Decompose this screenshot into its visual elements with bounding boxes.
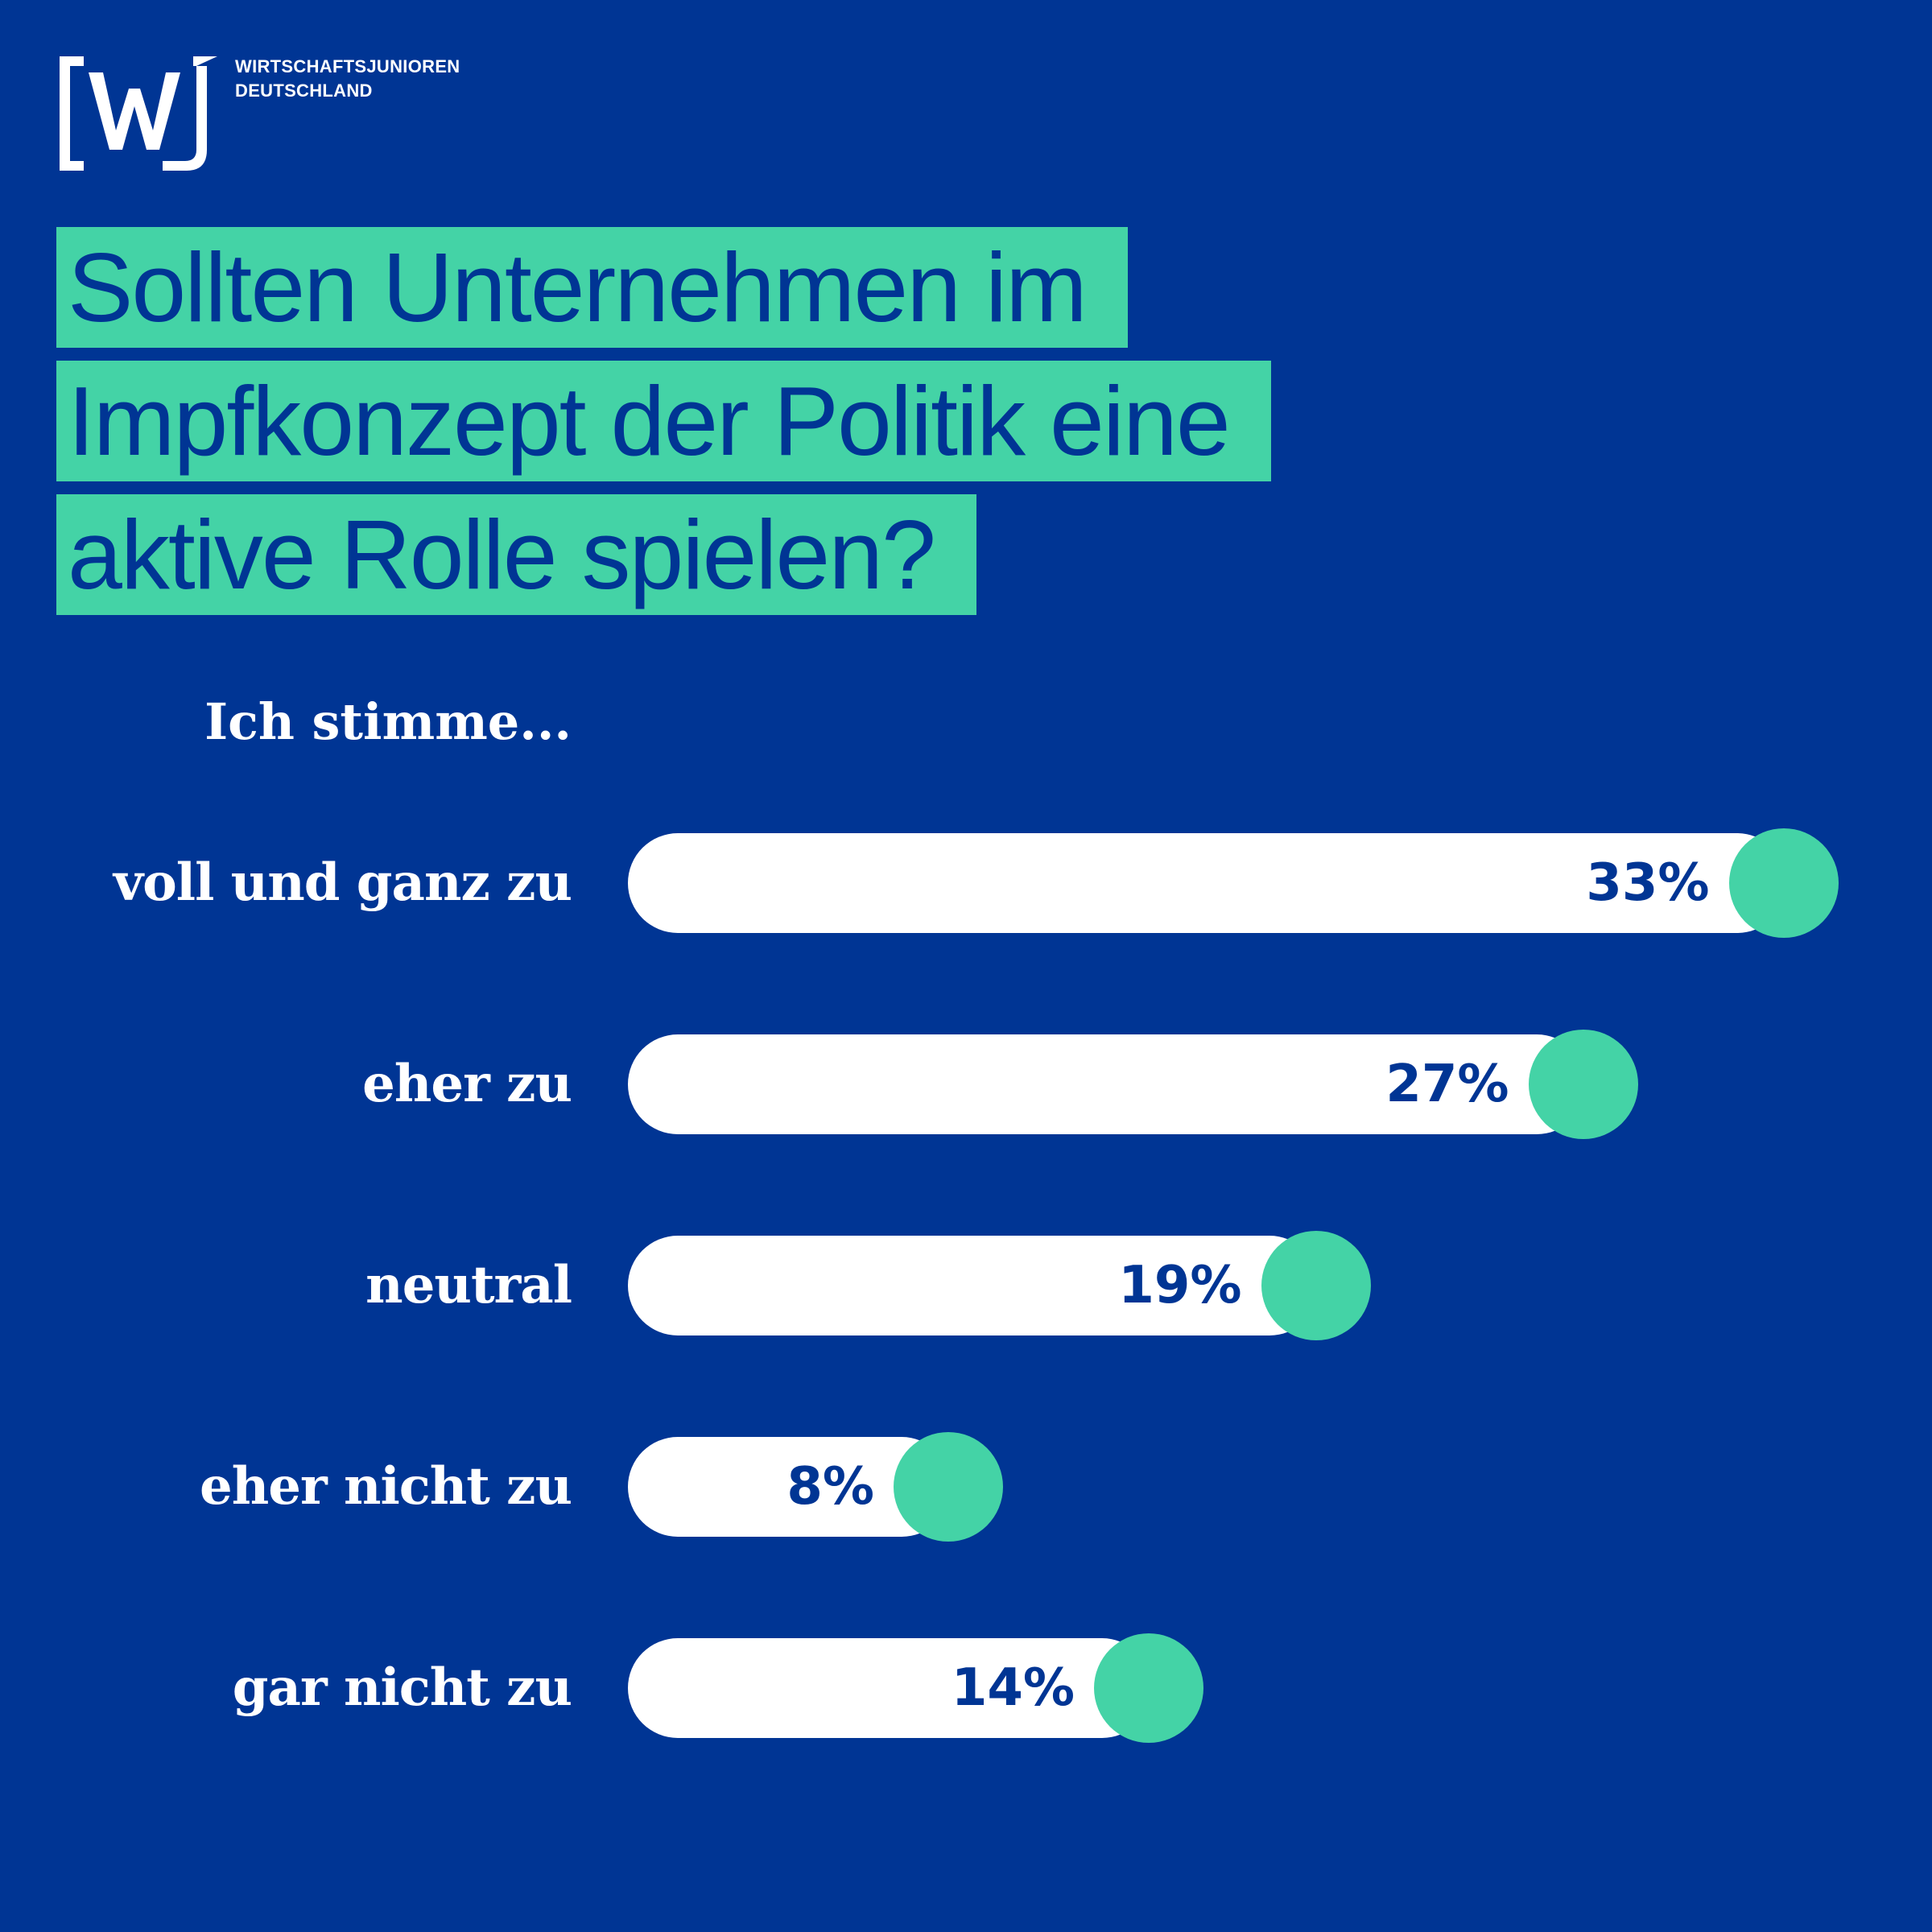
brand-name: WIRTSCHAFTSJUNIOREN DEUTSCHLAND	[235, 55, 460, 103]
bar-row: gar nicht zu 14%	[0, 1633, 1932, 1743]
category-label: eher zu	[362, 1054, 572, 1114]
bar-end-dot	[894, 1432, 1003, 1542]
bar-row: eher nicht zu 8%	[0, 1432, 1932, 1542]
category-label: eher nicht zu	[199, 1456, 572, 1517]
title-line-2: Impfkonzept der Politik eine	[56, 361, 1271, 494]
bar	[628, 1034, 1587, 1134]
brand-logo: WIRTSCHAFTSJUNIOREN DEUTSCHLAND	[56, 53, 555, 182]
value-label: 19%	[1118, 1256, 1242, 1315]
bar-end-dot	[1094, 1633, 1203, 1743]
category-label: neutral	[365, 1255, 572, 1315]
bar	[628, 833, 1787, 933]
chart-subtitle: Ich stimme...	[204, 692, 572, 751]
title-line-2-text: Impfkonzept der Politik eine	[56, 361, 1271, 481]
bar	[628, 1236, 1319, 1335]
bar	[628, 1638, 1152, 1738]
wj-logo-mark	[60, 56, 217, 171]
brand-line-1: WIRTSCHAFTSJUNIOREN	[235, 56, 460, 76]
bar-row: neutral 19%	[0, 1231, 1932, 1340]
category-label: voll und ganz zu	[113, 852, 572, 913]
value-label: 27%	[1385, 1055, 1509, 1114]
title-line-3: aktive Rolle spielen?	[56, 494, 1271, 628]
value-label: 14%	[951, 1658, 1075, 1718]
title-line-1: Sollten Unternehmen im	[56, 227, 1271, 361]
bar-row: eher zu 27%	[0, 1030, 1932, 1139]
brand-line-2: DEUTSCHLAND	[235, 80, 373, 101]
value-label: 8%	[786, 1457, 874, 1517]
chart-title: Sollten Unternehmen im Impfkonzept der P…	[56, 227, 1271, 628]
title-line-1-text: Sollten Unternehmen im	[56, 227, 1128, 348]
category-label: gar nicht zu	[232, 1657, 572, 1718]
title-line-3-text: aktive Rolle spielen?	[56, 494, 976, 615]
bar-end-dot	[1728, 828, 1839, 938]
bar-end-dot	[1261, 1231, 1371, 1340]
bar-end-dot	[1528, 1030, 1638, 1139]
bar-row: voll und ganz zu 33%	[0, 828, 1932, 938]
value-label: 33%	[1586, 853, 1710, 913]
